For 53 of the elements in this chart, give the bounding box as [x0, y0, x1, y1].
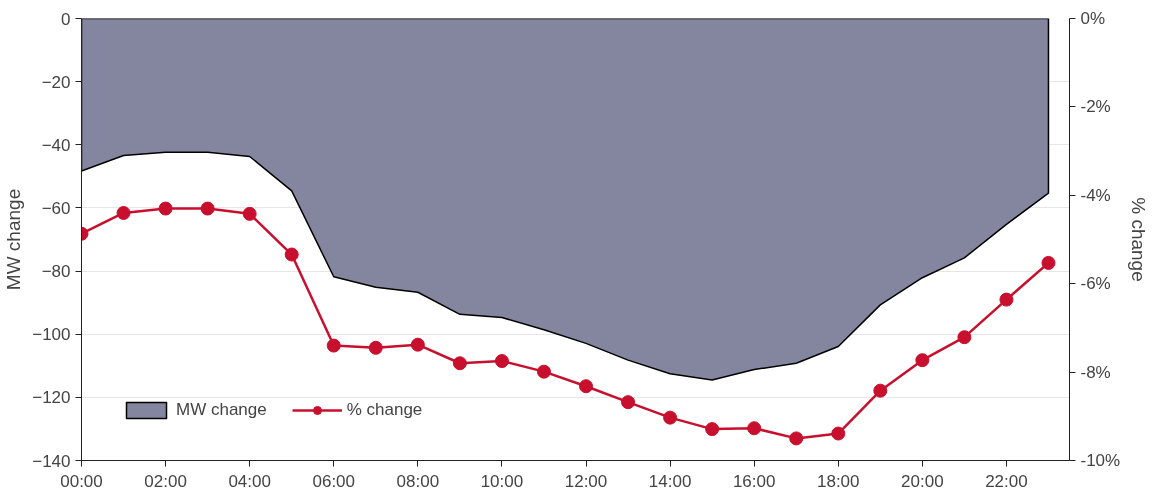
point [494, 354, 509, 369]
y2-axis-title: % change [1128, 197, 1150, 282]
point [999, 292, 1014, 307]
point [579, 379, 594, 394]
y-tick-label: −40 [41, 135, 71, 155]
x-tick-label: 00:00 [60, 471, 103, 491]
point [410, 337, 425, 352]
y-tick-label: −80 [41, 262, 71, 282]
point [368, 340, 383, 355]
x-tick-label: 14:00 [648, 471, 692, 491]
x-tick-label: 22:00 [985, 471, 1028, 491]
x-tick-label: 18:00 [817, 471, 860, 491]
y-tick-label: −60 [41, 198, 71, 218]
point [200, 201, 215, 216]
y2-tick-label: -8% [1080, 362, 1111, 382]
legend-label: MW change [176, 400, 267, 420]
x-tick-label: 16:00 [732, 471, 776, 491]
x-tick-label: 02:00 [144, 471, 187, 491]
y-tick-label: −120 [32, 388, 71, 408]
point [158, 201, 173, 216]
x-tick-label: 20:00 [901, 471, 944, 491]
y2-tick-label: -2% [1080, 97, 1111, 117]
point [1041, 255, 1056, 270]
point [789, 431, 804, 446]
point [957, 330, 972, 345]
y-tick-label: −100 [32, 325, 71, 345]
y-tick-label: −140 [32, 451, 71, 471]
point [915, 353, 930, 368]
point [873, 383, 888, 398]
point [284, 247, 299, 262]
point [452, 356, 467, 371]
y-tick-label: 0 [61, 9, 71, 29]
y2-tick-label: -6% [1080, 274, 1111, 294]
y-tick-label: −20 [41, 72, 71, 92]
point [326, 338, 341, 353]
point [242, 206, 257, 221]
y-axis-title: MW change [3, 188, 25, 291]
point [705, 422, 720, 437]
x-tick-label: 06:00 [312, 471, 356, 491]
y2-tick-label: 0% [1080, 9, 1106, 28]
legend-label: % change [346, 400, 423, 420]
x-tick-label: 12:00 [564, 471, 608, 491]
point [747, 421, 762, 436]
point [536, 364, 551, 379]
point [621, 395, 636, 410]
point [116, 205, 131, 220]
point [663, 410, 678, 425]
x-tick-label: 10:00 [480, 471, 524, 491]
x-tick-label: 08:00 [396, 471, 440, 491]
point [831, 426, 846, 441]
y2-tick-label: -4% [1080, 185, 1111, 205]
y2-tick-label: -10% [1080, 451, 1121, 470]
x-tick-label: 04:00 [228, 471, 271, 491]
